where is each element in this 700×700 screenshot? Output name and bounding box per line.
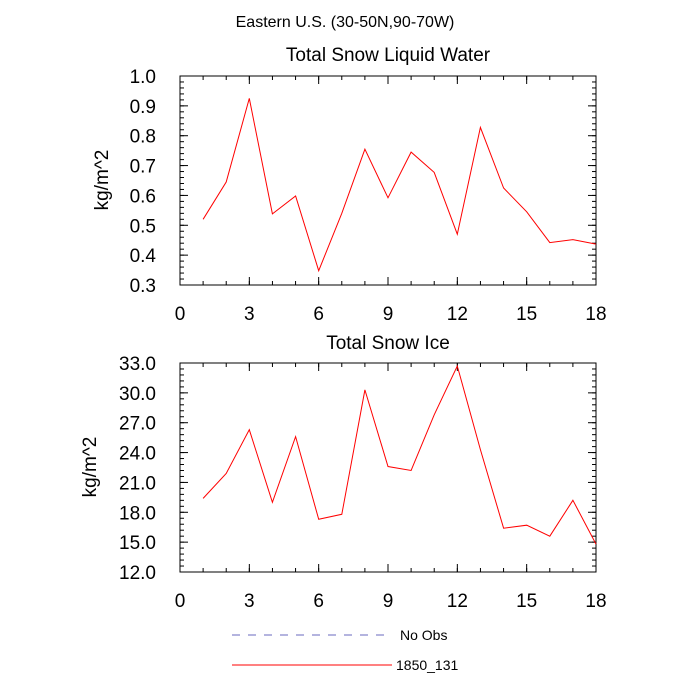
x-tick-label: 18 bbox=[585, 591, 606, 612]
figure-suptitle: Eastern U.S. (30-50N,90-70W) bbox=[236, 14, 455, 31]
y-tick-label: 0.7 bbox=[130, 157, 156, 178]
y-tick-label: 0.6 bbox=[130, 186, 156, 207]
y-tick-label: 0.4 bbox=[130, 246, 157, 267]
x-tick-label: 3 bbox=[244, 304, 255, 325]
y-tick-label: 18.0 bbox=[119, 503, 156, 524]
y-tick-label: 0.9 bbox=[130, 97, 156, 118]
y-tick-label: 0.3 bbox=[130, 276, 156, 297]
panel-snow-ice: Total Snow Ice kg/m^2 0 3 6 9 12 15 18 12.0 15.0… bbox=[80, 333, 607, 612]
y-tick-label: 15.0 bbox=[119, 533, 156, 554]
plot-frame bbox=[179, 75, 597, 286]
x-tick-label: 0 bbox=[175, 591, 186, 612]
y-axis-label: kg/m^2 bbox=[92, 150, 113, 211]
series-line-1850_131 bbox=[202, 364, 597, 545]
x-tick-label: 12 bbox=[447, 591, 468, 612]
y-tick-label: 1.0 bbox=[130, 67, 156, 88]
x-tick-label: 6 bbox=[313, 304, 324, 325]
x-tick-label: 15 bbox=[516, 591, 537, 612]
x-tick-label: 6 bbox=[313, 591, 324, 612]
chart-title: Total Snow Liquid Water bbox=[286, 45, 491, 66]
y-tick-label: 0.8 bbox=[130, 127, 156, 148]
y-tick-label: 0.5 bbox=[130, 216, 156, 237]
y-tick-label: 21.0 bbox=[119, 473, 156, 494]
y-tick-label: 30.0 bbox=[119, 384, 156, 405]
x-tick-label: 3 bbox=[244, 591, 255, 612]
panel-snow-liquid-water: Total Snow Liquid Water kg/m^2 0 3 6 9 12 15 1… bbox=[92, 45, 607, 325]
y-tick-label: 27.0 bbox=[119, 414, 156, 435]
x-tick-label: 0 bbox=[175, 304, 186, 325]
x-tick-label: 12 bbox=[447, 304, 468, 325]
x-tick-label: 9 bbox=[383, 591, 394, 612]
chart-title: Total Snow Ice bbox=[326, 333, 450, 354]
legend-label-no-obs: No Obs bbox=[400, 627, 447, 643]
y-tick-label: 33.0 bbox=[119, 354, 156, 375]
x-tick-label: 15 bbox=[516, 304, 537, 325]
y-axis-label: kg/m^2 bbox=[80, 437, 101, 498]
y-tick-label: 12.0 bbox=[119, 563, 156, 584]
series-line-1850_131 bbox=[202, 98, 597, 273]
plot-frame bbox=[179, 362, 597, 573]
x-tick-label: 18 bbox=[585, 304, 606, 325]
legend-label-1850-131: 1850_131 bbox=[396, 657, 459, 673]
legend: No Obs 1850_131 bbox=[232, 627, 459, 673]
x-tick-label: 9 bbox=[383, 304, 394, 325]
y-tick-label: 24.0 bbox=[119, 444, 156, 465]
